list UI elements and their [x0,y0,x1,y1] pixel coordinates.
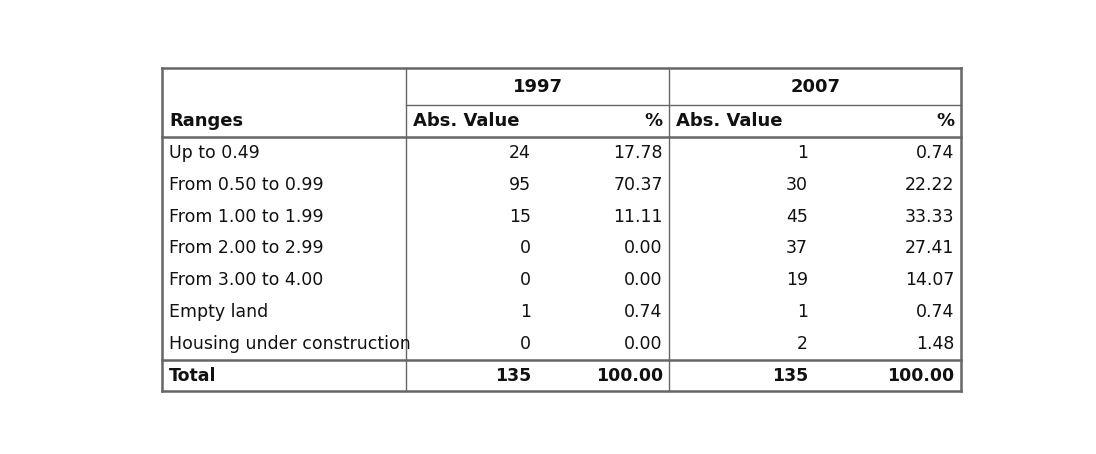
Text: 0.74: 0.74 [916,144,955,162]
Text: 0.74: 0.74 [916,303,955,321]
Text: From 1.00 to 1.99: From 1.00 to 1.99 [169,207,324,226]
Text: 2007: 2007 [790,78,841,96]
Text: 1: 1 [797,144,808,162]
Text: 17.78: 17.78 [613,144,663,162]
Text: 100.00: 100.00 [595,366,663,385]
Text: Abs. Value: Abs. Value [676,112,783,130]
Text: 22.22: 22.22 [904,176,955,194]
Text: 0.74: 0.74 [625,303,663,321]
Text: 27.41: 27.41 [904,239,955,257]
Text: 24: 24 [509,144,530,162]
Text: 70.37: 70.37 [613,176,663,194]
Text: 0.00: 0.00 [625,271,663,289]
Text: Total: Total [169,366,217,385]
Text: 100.00: 100.00 [887,366,955,385]
Text: 2: 2 [797,335,808,353]
Text: 0: 0 [520,239,530,257]
Text: From 2.00 to 2.99: From 2.00 to 2.99 [169,239,324,257]
Text: 135: 135 [772,366,808,385]
Text: 14.07: 14.07 [904,271,955,289]
Text: Ranges: Ranges [169,112,243,130]
Text: 45: 45 [786,207,808,226]
Text: 0.00: 0.00 [625,335,663,353]
Text: 135: 135 [494,366,530,385]
Text: 1: 1 [520,303,530,321]
Text: 37: 37 [786,239,808,257]
Text: 0.00: 0.00 [625,239,663,257]
Text: %: % [644,112,663,130]
Text: From 0.50 to 0.99: From 0.50 to 0.99 [169,176,324,194]
Text: %: % [936,112,955,130]
Text: 0: 0 [520,271,530,289]
Text: 30: 30 [786,176,808,194]
Text: From 3.00 to 4.00: From 3.00 to 4.00 [169,271,323,289]
Text: 1997: 1997 [513,78,562,96]
Text: 0: 0 [520,335,530,353]
Text: 1.48: 1.48 [916,335,955,353]
Text: Empty land: Empty land [169,303,269,321]
Text: 95: 95 [509,176,530,194]
Text: Housing under construction: Housing under construction [169,335,411,353]
Text: 19: 19 [786,271,808,289]
Text: Up to 0.49: Up to 0.49 [169,144,260,162]
Text: 33.33: 33.33 [904,207,955,226]
Text: 11.11: 11.11 [613,207,663,226]
Text: 15: 15 [509,207,530,226]
Text: 1: 1 [797,303,808,321]
Text: Abs. Value: Abs. Value [413,112,520,130]
